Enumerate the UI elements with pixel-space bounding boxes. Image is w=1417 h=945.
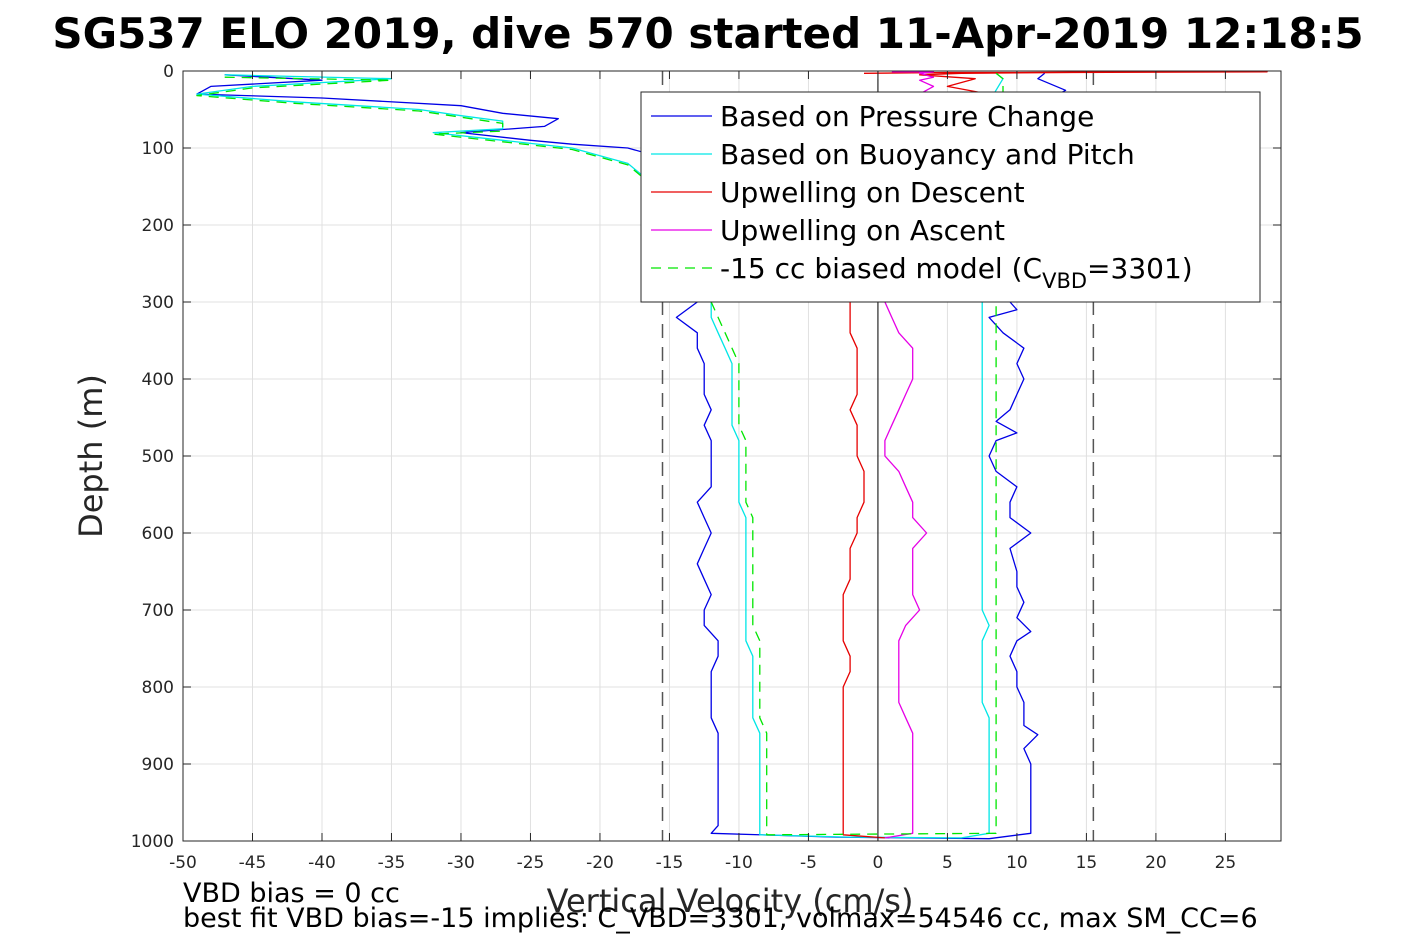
x-tick-label-9: -5 — [800, 853, 817, 873]
x-tick-label-4: -30 — [447, 853, 475, 873]
x-tick-label-11: 5 — [942, 853, 953, 873]
legend-label-0: Based on Pressure Change — [720, 100, 1094, 133]
x-tick-label-12: 10 — [1006, 853, 1028, 873]
x-tick-label-1: -45 — [239, 853, 267, 873]
chart-title: SG537 ELO 2019, dive 570 started 11-Apr-… — [52, 9, 1363, 58]
series-line-4 — [196, 72, 1004, 836]
y-tick-label-3: 300 — [142, 293, 174, 313]
x-axis-ticks: -50 -45 -40 -35 -30 -25 -20 -15 -10 -5 0 5 10 15 20 25 — [169, 71, 1236, 873]
x-tick-label-13: 15 — [1076, 853, 1098, 873]
legend-label-4: -15 cc biased model (CVBD=3301) — [720, 252, 1193, 293]
y-tick-label-2: 200 — [142, 216, 174, 236]
y-tick-label-10: 1000 — [131, 832, 174, 852]
y-tick-label-8: 800 — [142, 678, 174, 698]
x-tick-label-3: -35 — [378, 853, 406, 873]
legend-label-2: Upwelling on Descent — [720, 176, 1025, 209]
x-axis-label: Vertical Velocity (cm/s) — [547, 882, 914, 920]
x-tick-label-15: 25 — [1215, 853, 1237, 873]
series-line-2 — [842, 71, 1268, 839]
y-tick-label-1: 100 — [142, 139, 174, 159]
y-tick-label-6: 600 — [142, 524, 174, 544]
y-tick-label-5: 500 — [142, 447, 174, 467]
y-axis-label: Depth (m) — [72, 374, 110, 538]
x-tick-label-14: 20 — [1145, 853, 1167, 873]
x-tick-label-6: -20 — [586, 853, 614, 873]
x-tick-label-7: -15 — [656, 853, 684, 873]
x-tick-label-5: -25 — [517, 853, 545, 873]
vbd-bias-note: VBD bias = 0 cc — [183, 878, 400, 909]
x-tick-label-2: -40 — [308, 853, 336, 873]
x-tick-label-8: -10 — [725, 853, 753, 873]
legend: Based on Pressure Change Based on Buoyanc… — [640, 91, 1261, 303]
y-axis-ticks: 0 100 200 300 400 500 600 700 800 900 1000 — [131, 62, 1281, 852]
y-tick-label-7: 700 — [142, 601, 174, 621]
legend-label-1: Based on Buoyancy and Pitch — [720, 138, 1135, 171]
x-tick-label-0: -50 — [169, 853, 197, 873]
y-tick-label-9: 900 — [142, 755, 174, 775]
best-fit-note: best fit VBD bias=-15 implies: C_VBD=330… — [183, 903, 1258, 934]
series-line-3 — [884, 71, 935, 839]
y-tick-label-4: 400 — [142, 370, 174, 390]
legend-box — [640, 91, 1261, 303]
x-tick-label-10: 0 — [873, 853, 884, 873]
legend-label-3: Upwelling on Ascent — [720, 214, 1005, 247]
y-tick-label-0: 0 — [163, 62, 174, 82]
